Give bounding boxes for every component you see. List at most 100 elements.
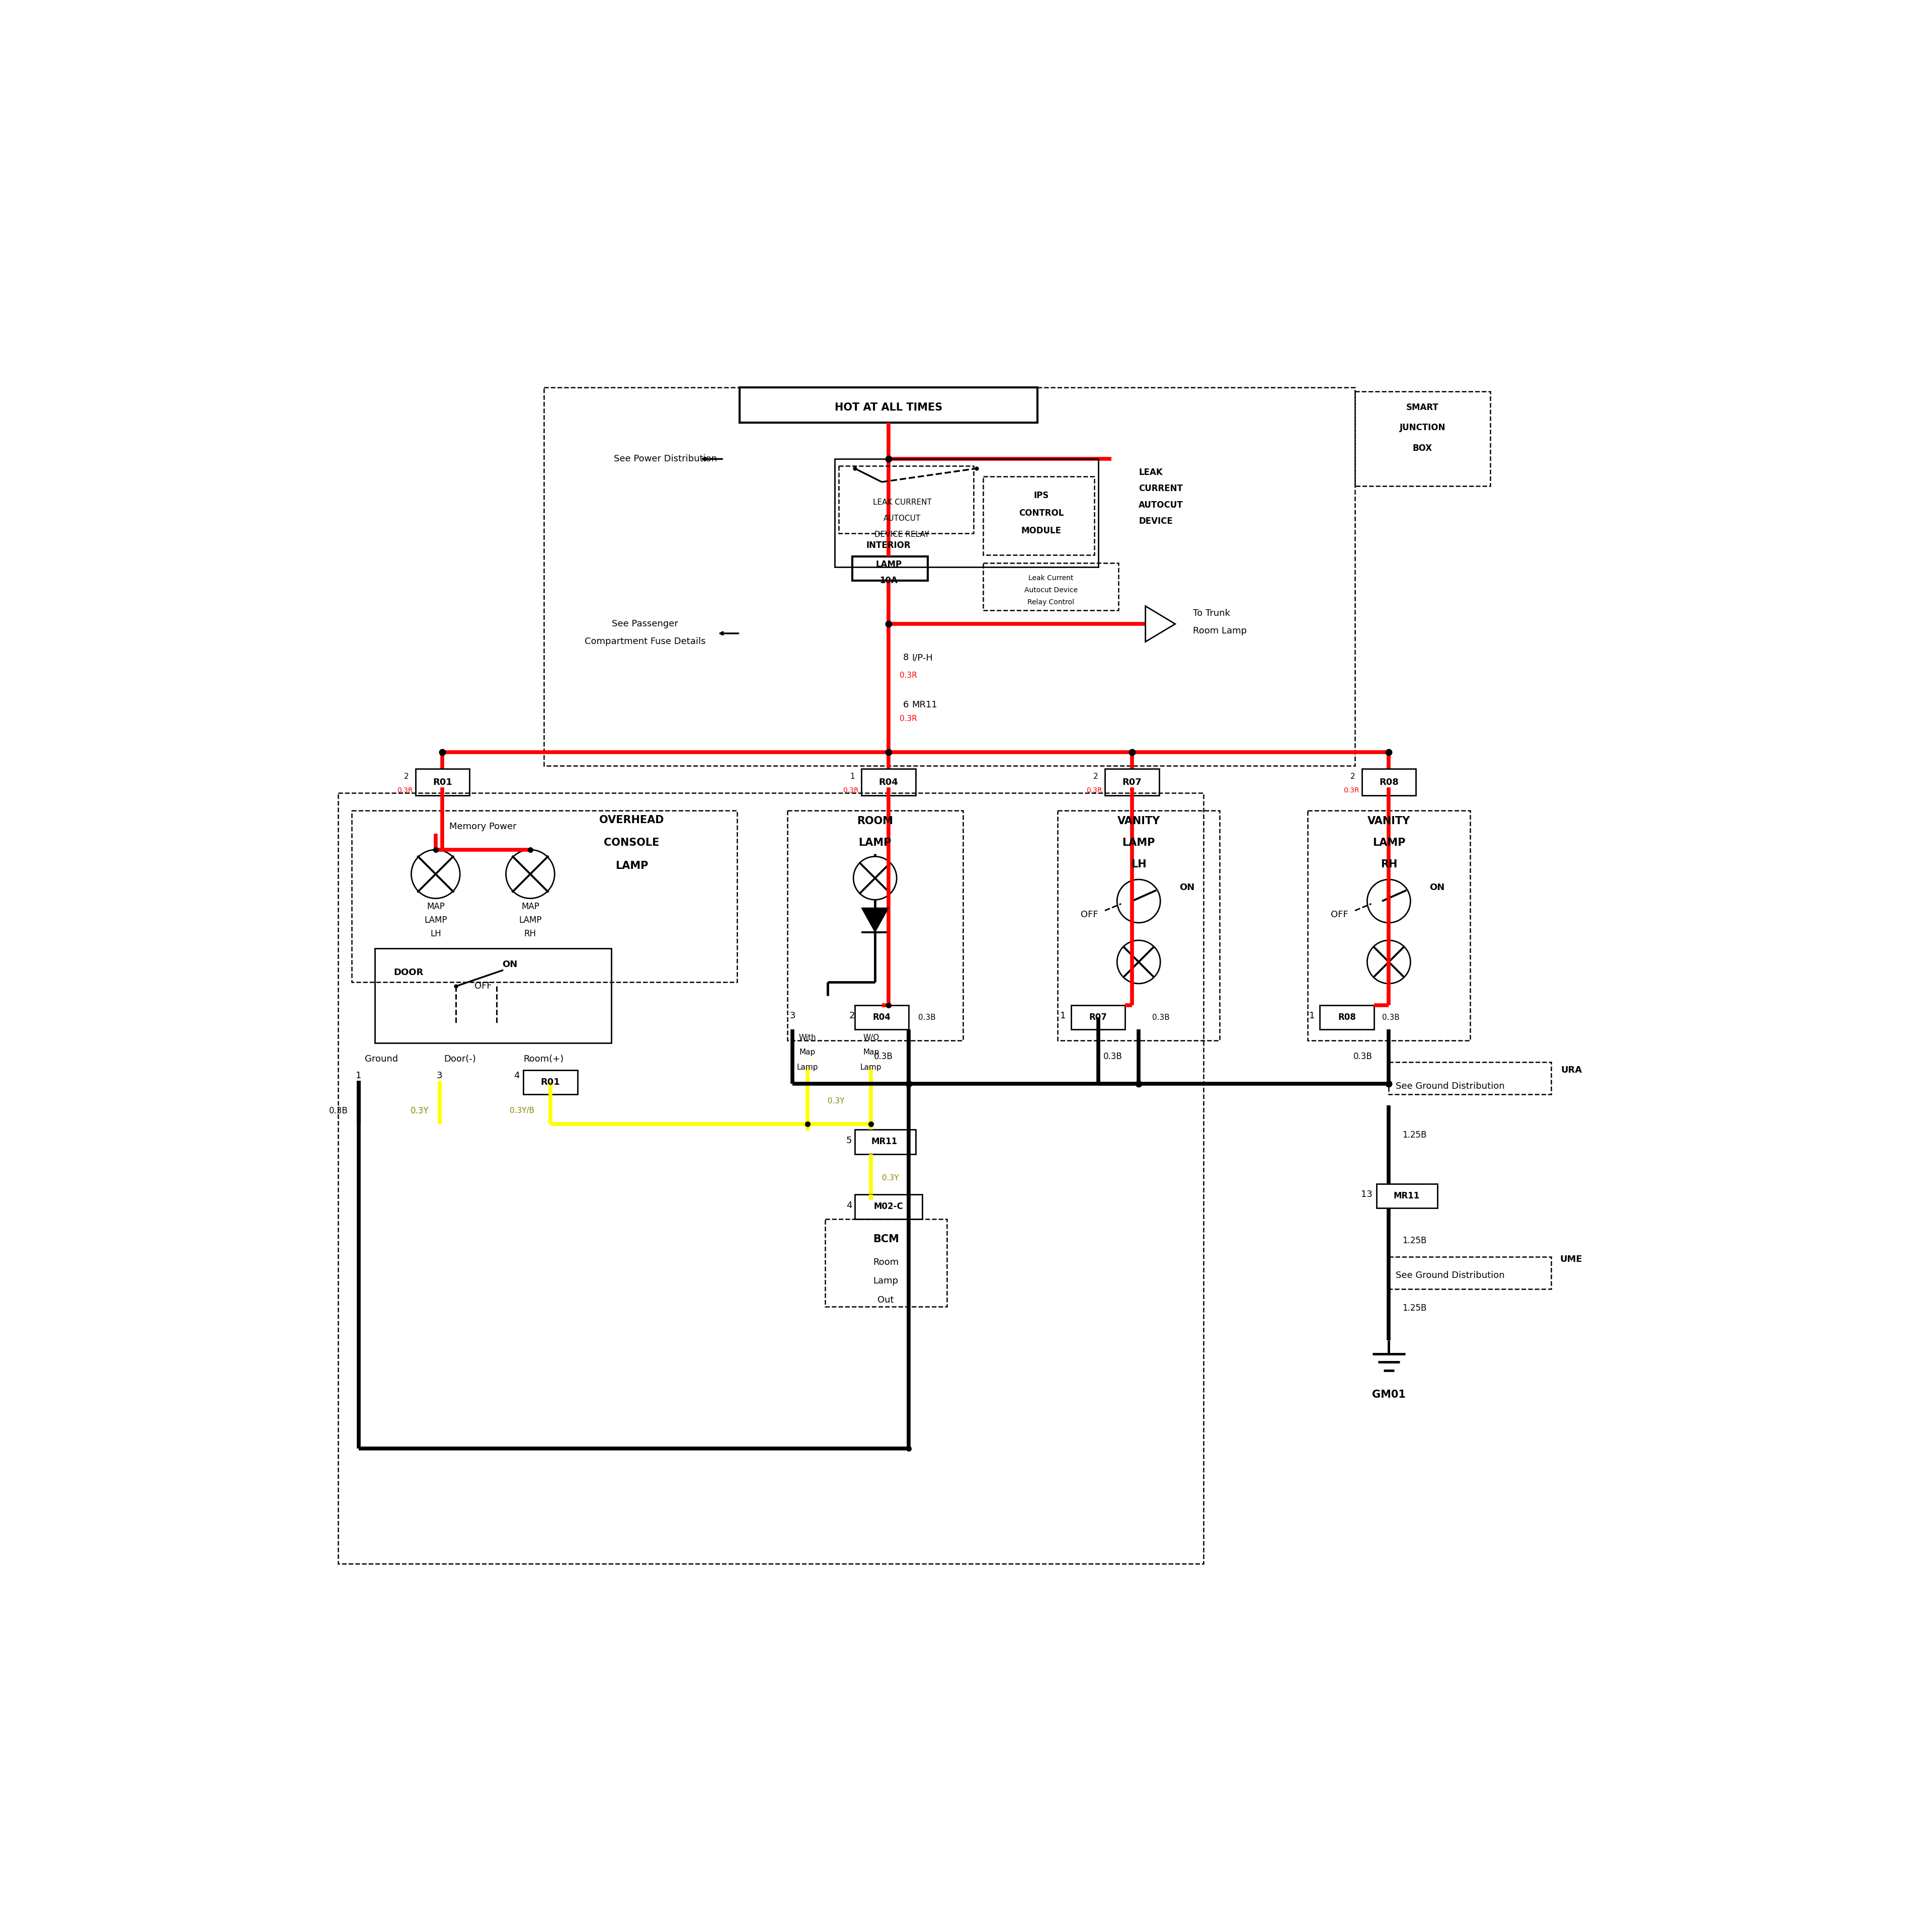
Circle shape — [854, 856, 896, 900]
Text: 0.3Y: 0.3Y — [881, 1175, 898, 1182]
Text: LAMP: LAMP — [614, 862, 647, 871]
Text: AUTOCUT: AUTOCUT — [1138, 500, 1182, 510]
Text: Out: Out — [877, 1296, 895, 1304]
Text: VANITY: VANITY — [1368, 817, 1410, 827]
Bar — [825, 1219, 947, 1306]
Text: 0.3Y/B: 0.3Y/B — [510, 1107, 535, 1115]
Bar — [983, 477, 1094, 554]
Text: 2: 2 — [850, 1012, 856, 1020]
Text: R08: R08 — [1337, 1012, 1356, 1022]
Text: AUTOCUT: AUTOCUT — [883, 514, 922, 522]
Text: Relay Control: Relay Control — [1028, 599, 1074, 607]
Bar — [854, 1130, 916, 1153]
Text: With: With — [798, 1034, 815, 1041]
Text: R04: R04 — [879, 777, 898, 786]
Text: MR11: MR11 — [912, 701, 937, 709]
Text: 1.25B: 1.25B — [1403, 1130, 1426, 1140]
Text: DEVICE RELAY: DEVICE RELAY — [875, 531, 929, 539]
Text: CURRENT: CURRENT — [1138, 485, 1182, 493]
Bar — [862, 769, 916, 796]
Text: MR11: MR11 — [1393, 1192, 1420, 1200]
Text: R07: R07 — [1122, 777, 1142, 786]
Text: Lamp: Lamp — [860, 1065, 881, 1070]
Text: 1: 1 — [1061, 1012, 1066, 1020]
Text: See Ground Distribution: See Ground Distribution — [1395, 1271, 1505, 1281]
Bar — [543, 386, 1354, 765]
Bar — [1389, 1256, 1551, 1289]
Bar — [1389, 1063, 1551, 1094]
Text: 0.3R: 0.3R — [900, 672, 918, 678]
Bar — [1105, 769, 1159, 796]
Bar — [375, 949, 611, 1043]
Text: 0.3B: 0.3B — [1103, 1053, 1122, 1061]
Text: LAMP: LAMP — [1122, 838, 1155, 848]
Text: 4: 4 — [846, 1202, 852, 1209]
Circle shape — [1368, 941, 1410, 983]
Text: 0.3B: 0.3B — [328, 1107, 348, 1115]
Text: Room(+): Room(+) — [524, 1055, 564, 1065]
Text: See Passenger: See Passenger — [612, 620, 678, 628]
Bar — [1070, 1005, 1124, 1030]
Bar — [1378, 1184, 1437, 1208]
Text: Map: Map — [800, 1049, 815, 1057]
Text: ON: ON — [1179, 883, 1194, 893]
Text: Compartment Fuse Details: Compartment Fuse Details — [585, 638, 705, 645]
Text: LH: LH — [431, 929, 440, 939]
Text: MODULE: MODULE — [1022, 526, 1061, 535]
Bar — [854, 1005, 908, 1030]
Text: 13: 13 — [1360, 1190, 1372, 1200]
Text: 8: 8 — [902, 653, 908, 663]
Text: ON: ON — [502, 960, 518, 970]
Text: 0.3R: 0.3R — [842, 786, 860, 794]
Text: ROOM: ROOM — [858, 817, 893, 827]
Text: HOT AT ALL TIMES: HOT AT ALL TIMES — [835, 402, 943, 413]
Text: 1.25B: 1.25B — [1403, 1304, 1426, 1312]
Text: CONTROL: CONTROL — [1018, 508, 1065, 518]
Polygon shape — [1146, 607, 1175, 641]
Polygon shape — [862, 908, 889, 933]
Text: Map: Map — [864, 1049, 879, 1057]
Text: OFF: OFF — [1331, 910, 1349, 920]
Text: ON: ON — [1430, 883, 1445, 893]
Text: I/P-H: I/P-H — [912, 653, 933, 663]
Text: 0.3B: 0.3B — [1354, 1053, 1372, 1061]
Text: 0.3Y: 0.3Y — [827, 1097, 844, 1105]
Text: MR11: MR11 — [871, 1138, 898, 1146]
Text: R01: R01 — [433, 777, 452, 786]
Text: W/O: W/O — [864, 1034, 879, 1041]
Text: CONSOLE: CONSOLE — [605, 838, 659, 848]
Bar — [852, 556, 927, 582]
Text: 0.3B: 0.3B — [873, 1053, 893, 1061]
Bar — [983, 562, 1119, 611]
Text: 2: 2 — [1094, 773, 1097, 781]
Text: 0.3Y: 0.3Y — [410, 1107, 429, 1115]
Text: IPS: IPS — [1034, 491, 1049, 500]
Text: 1: 1 — [1308, 1012, 1314, 1020]
Bar — [740, 386, 1037, 423]
Text: To Trunk: To Trunk — [1192, 609, 1231, 618]
Text: Autocut Device: Autocut Device — [1024, 587, 1078, 593]
Text: 10A: 10A — [879, 576, 898, 585]
Bar — [1308, 811, 1470, 1039]
Text: 0.3R: 0.3R — [1343, 786, 1358, 794]
Text: JUNCTION: JUNCTION — [1399, 423, 1445, 433]
Bar — [854, 1194, 922, 1219]
Bar — [415, 769, 469, 796]
Text: 2: 2 — [1350, 773, 1354, 781]
Circle shape — [1117, 879, 1161, 923]
Text: INTERIOR: INTERIOR — [866, 541, 910, 551]
Circle shape — [1368, 879, 1410, 923]
Text: See Ground Distribution: See Ground Distribution — [1395, 1082, 1505, 1092]
Text: RH: RH — [524, 929, 537, 939]
Text: 3: 3 — [790, 1012, 796, 1020]
Text: R01: R01 — [541, 1078, 560, 1088]
Bar — [352, 811, 738, 981]
Text: LAMP: LAMP — [858, 838, 891, 848]
Text: 0.3R: 0.3R — [900, 715, 918, 723]
Text: VANITY: VANITY — [1117, 817, 1159, 827]
Bar — [835, 460, 1097, 568]
Text: 3: 3 — [437, 1070, 442, 1080]
Text: 2: 2 — [404, 773, 408, 781]
Text: 0.3R: 0.3R — [1086, 786, 1101, 794]
Text: Lamp: Lamp — [796, 1065, 817, 1070]
